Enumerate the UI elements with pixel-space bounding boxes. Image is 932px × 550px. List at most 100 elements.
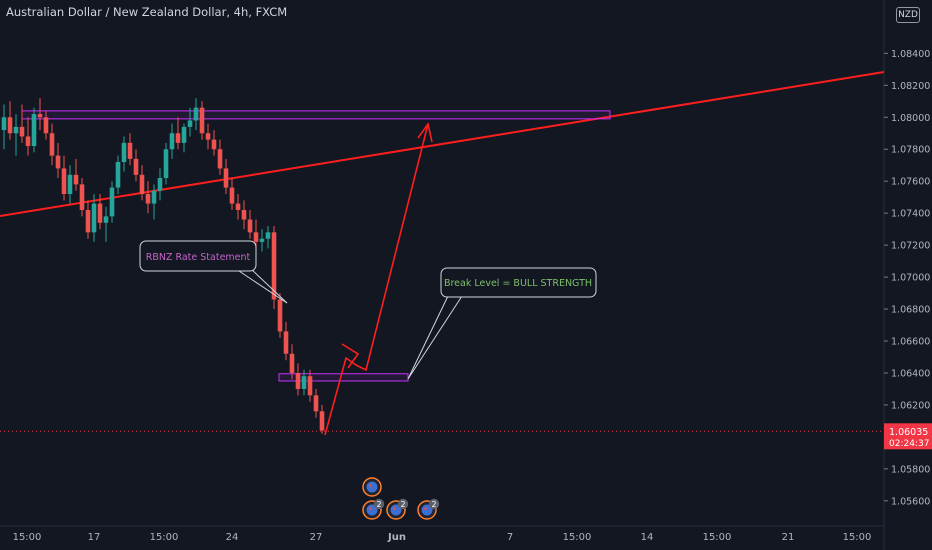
current-price-tag xyxy=(884,423,932,450)
candle-body xyxy=(73,174,79,185)
candle-body xyxy=(85,209,91,233)
candle-body xyxy=(109,187,115,217)
candle-body xyxy=(49,133,55,156)
countdown-label: 02:24:37 xyxy=(889,439,929,449)
chart-title: Australian Dollar / New Zealand Dollar, … xyxy=(6,5,288,19)
break-level-zone[interactable] xyxy=(278,373,409,382)
candle-body xyxy=(235,203,241,210)
candle-body xyxy=(259,238,265,242)
candle-body xyxy=(205,133,211,140)
y-tick-label: 1.08200 xyxy=(891,81,930,92)
current-price-label: 1.06035 xyxy=(889,427,928,438)
x-tick-label: 27 xyxy=(310,532,323,543)
candle-body xyxy=(1,117,7,131)
candle-body xyxy=(19,126,25,137)
candle-body xyxy=(115,162,121,188)
y-tick-label: 1.07400 xyxy=(891,209,930,220)
candle-body xyxy=(211,139,217,150)
candle-body xyxy=(277,299,283,332)
callout-box[interactable] xyxy=(139,240,257,272)
projection-arrowhead-2 xyxy=(417,122,433,143)
y-tick-label: 1.06800 xyxy=(891,305,930,316)
candle-body xyxy=(271,232,277,300)
x-tick-label: 15:00 xyxy=(13,532,42,543)
candle-body xyxy=(13,126,19,134)
y-tick-label: 1.08400 xyxy=(891,49,930,60)
candle-body xyxy=(169,133,175,150)
candle-body xyxy=(313,395,319,412)
candle-body xyxy=(37,114,43,118)
callout-text-break-level: Break Level = BULL STRENGTH xyxy=(444,278,592,289)
callout-box[interactable] xyxy=(440,267,597,298)
candle-body xyxy=(97,203,103,223)
candle-body xyxy=(163,149,169,179)
flag-emblem xyxy=(390,504,402,516)
callout-pointer xyxy=(249,267,288,304)
candle-body xyxy=(319,411,325,431)
currency-badge[interactable]: NZD xyxy=(896,7,920,23)
candle-body xyxy=(55,155,61,169)
projection-arrowhead-1 xyxy=(341,343,360,369)
candle-body xyxy=(307,376,313,396)
candle-body xyxy=(283,331,289,354)
event-count-badge xyxy=(397,498,409,510)
resistance-zone[interactable] xyxy=(21,110,611,120)
candle-body xyxy=(91,203,97,233)
flag-emblem-dot xyxy=(369,484,372,487)
candle-body xyxy=(295,372,301,389)
candle-body xyxy=(289,353,295,373)
candle-body xyxy=(127,142,133,159)
y-tick-label: 1.07000 xyxy=(891,273,930,284)
flag-emblem xyxy=(366,481,378,493)
candle-body xyxy=(193,107,199,121)
event-count-text: 2 xyxy=(376,500,381,509)
candle-body xyxy=(217,149,223,169)
candle-body xyxy=(25,136,31,147)
event-count-text: 2 xyxy=(431,500,436,509)
y-tick-label: 1.08000 xyxy=(891,113,930,124)
candle-body xyxy=(229,187,235,204)
candle-body xyxy=(61,168,67,194)
candle-body xyxy=(145,193,151,204)
callout-pointer xyxy=(407,295,463,380)
x-tick-label: Jun xyxy=(387,532,406,543)
candle-body xyxy=(301,376,307,389)
projection-path[interactable] xyxy=(324,123,429,436)
candle-body xyxy=(175,133,181,143)
callout-pointer xyxy=(407,295,449,380)
x-tick-label: 21 xyxy=(782,532,795,543)
event-count-badge xyxy=(373,498,385,510)
candle-body xyxy=(181,126,187,143)
event-count-text: 2 xyxy=(400,500,405,509)
flag-emblem xyxy=(421,504,433,516)
x-tick-label: 15:00 xyxy=(703,532,732,543)
x-tick-label: 15:00 xyxy=(150,532,179,543)
trendline[interactable] xyxy=(0,71,885,217)
flag-emblem xyxy=(366,504,378,516)
y-tick-label: 1.05800 xyxy=(891,464,930,475)
candle-body xyxy=(247,219,253,233)
candle-body xyxy=(187,120,193,127)
candle-body xyxy=(139,174,145,194)
x-tick-label: 15:00 xyxy=(563,532,592,543)
y-tick-label: 1.07200 xyxy=(891,241,930,252)
y-tick-label: 1.06200 xyxy=(891,400,930,411)
candle-body xyxy=(151,190,157,204)
x-tick-label: 15:00 xyxy=(843,532,872,543)
candle-body xyxy=(43,117,49,134)
candle-body xyxy=(67,174,73,194)
x-tick-label: 14 xyxy=(641,532,654,543)
candle-body xyxy=(253,232,259,242)
candle-body xyxy=(121,142,127,163)
callout-pointer xyxy=(238,270,288,304)
candle-body xyxy=(265,232,271,239)
flag-emblem-dot xyxy=(369,507,372,510)
candle-body xyxy=(157,178,163,191)
candle-body xyxy=(79,184,85,210)
x-tick-label: 24 xyxy=(226,532,239,543)
candle-body xyxy=(103,216,109,223)
candle-body xyxy=(199,107,205,134)
candle-body xyxy=(31,114,37,147)
y-tick-label: 1.07800 xyxy=(891,145,930,156)
